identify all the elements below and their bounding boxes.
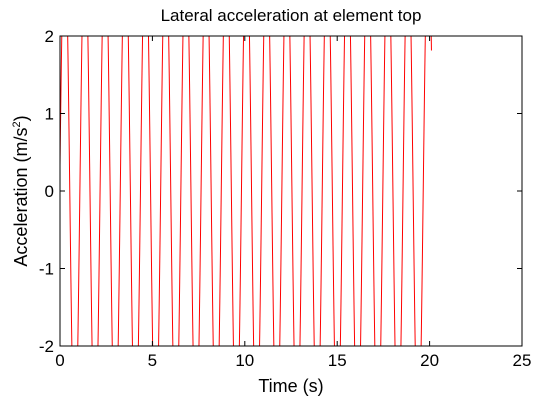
x-tick-label: 0 — [55, 351, 64, 370]
y-tick-label: -2 — [39, 337, 54, 356]
y-tick-label: -1 — [39, 260, 54, 279]
y-tick-label: 2 — [45, 27, 54, 46]
x-axis-label: Time (s) — [258, 376, 323, 396]
y-axis-label-superscript: 2 — [11, 121, 23, 127]
x-tick-label: 5 — [148, 351, 157, 370]
chart-title: Lateral acceleration at element top — [161, 6, 422, 25]
x-axis-ticks: 0 5 10 15 20 25 — [55, 36, 531, 370]
series-layer — [60, 36, 432, 346]
y-axis-ticks: -2 -1 0 1 2 — [39, 27, 522, 356]
y-axis-label-main: Acceleration (m/s — [11, 128, 31, 267]
x-tick-label: 25 — [513, 351, 532, 370]
x-tick-label: 10 — [235, 351, 254, 370]
y-axis-label: Acceleration (m/s2) — [11, 115, 31, 266]
y-axis-label-close: ) — [11, 115, 31, 121]
y-tick-label: 0 — [45, 182, 54, 201]
y-tick-label: 1 — [45, 105, 54, 124]
x-tick-label: 15 — [328, 351, 347, 370]
x-tick-label: 20 — [420, 351, 439, 370]
acceleration-series-line — [60, 36, 432, 346]
